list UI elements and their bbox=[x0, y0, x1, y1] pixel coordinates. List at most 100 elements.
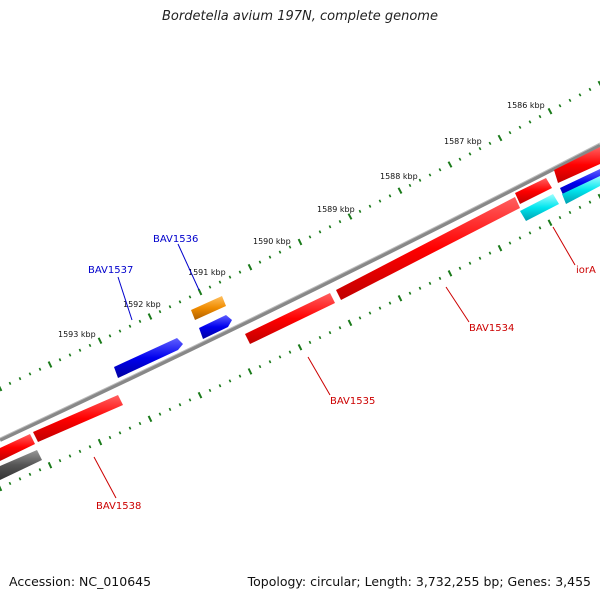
lower-scale-tick bbox=[308, 340, 312, 345]
gene-bav1534[interactable] bbox=[336, 197, 520, 300]
lower-scale-tick bbox=[568, 210, 572, 215]
lower-scale-tick bbox=[428, 281, 432, 285]
upper-scale-tick bbox=[188, 295, 192, 299]
upper-scale-tick bbox=[28, 372, 32, 376]
leader-bav1537 bbox=[117, 276, 133, 321]
upper-scale-tick bbox=[438, 168, 442, 172]
label-bav1535: BAV1535 bbox=[330, 396, 375, 407]
lower-scale-tick bbox=[138, 421, 142, 426]
lower-scale-tick bbox=[238, 374, 242, 378]
lower-scale-tick bbox=[518, 236, 522, 240]
upper-scale-tick bbox=[397, 187, 403, 194]
leader-bav1534 bbox=[445, 286, 470, 323]
lower-scale-tick bbox=[488, 251, 492, 255]
lower-scale-tick bbox=[597, 193, 600, 200]
upper-scale-tick bbox=[118, 329, 122, 333]
label-bav1534: BAV1534 bbox=[469, 323, 514, 334]
kbp-label-1586: 1586 kbp bbox=[507, 101, 545, 110]
lower-scale-tick bbox=[268, 360, 272, 364]
kbp-label-1589: 1589 kbp bbox=[317, 205, 355, 214]
lower-scale-tick bbox=[538, 226, 542, 230]
upper-scale-tick bbox=[368, 204, 372, 208]
upper-scale-tick bbox=[278, 250, 282, 254]
lower-scale-tick bbox=[328, 331, 332, 335]
lower-scale-tick bbox=[168, 407, 172, 412]
upper-scale-tick bbox=[197, 288, 203, 296]
kbp-label-1590: 1590 kbp bbox=[253, 237, 291, 246]
lower-scale-tick bbox=[258, 364, 262, 369]
gene-red-small[interactable] bbox=[515, 178, 552, 204]
lower-scale-tick bbox=[288, 350, 292, 354]
upper-scale-tick bbox=[147, 313, 153, 320]
upper-scale-tick bbox=[308, 235, 312, 239]
upper-scale-tick bbox=[108, 334, 112, 338]
upper-scale-tick bbox=[8, 381, 12, 385]
lower-scale-tick bbox=[188, 398, 192, 402]
lower-scale-tick bbox=[47, 461, 53, 469]
upper-scale-tick bbox=[88, 343, 92, 348]
upper-scale-tick bbox=[497, 134, 503, 142]
upper-scale-tick bbox=[518, 125, 522, 129]
lower-scale-tick bbox=[338, 326, 342, 330]
gene-bav1538[interactable] bbox=[0, 395, 123, 461]
lower-scale-tick bbox=[438, 276, 442, 280]
upper-scale-tick bbox=[588, 87, 592, 92]
upper-scale-tick bbox=[78, 348, 82, 352]
lower-scale-tick bbox=[318, 335, 322, 340]
lower-scale-tick bbox=[8, 481, 12, 486]
label-bav1537: BAV1537 bbox=[88, 265, 133, 276]
lower-scale-tick bbox=[588, 200, 592, 204]
gene-bav1535[interactable] bbox=[245, 293, 335, 344]
lower-scale-tick bbox=[458, 266, 462, 270]
upper-scale-tick bbox=[258, 260, 262, 264]
gene-bav1537[interactable] bbox=[114, 338, 183, 378]
upper-scale-tick bbox=[0, 385, 3, 392]
upper-scale-tick bbox=[208, 285, 212, 289]
lower-scale-tick bbox=[418, 286, 422, 290]
accession-text: Accession: NC_010645 bbox=[9, 574, 152, 589]
upper-scale-tick bbox=[328, 225, 332, 229]
label-bav1536: BAV1536 bbox=[153, 234, 198, 245]
gene-bav1536[interactable] bbox=[191, 296, 226, 320]
lower-scale-tick bbox=[197, 391, 203, 399]
lower-scale-tick bbox=[578, 205, 582, 209]
lower-scale-tick bbox=[558, 215, 562, 220]
upper-scale-tick bbox=[488, 141, 492, 145]
upper-scale-tick bbox=[247, 263, 253, 271]
lower-scale-tick bbox=[218, 384, 222, 388]
lower-scale-tick bbox=[68, 454, 72, 458]
gene-iora[interactable] bbox=[520, 176, 600, 221]
upper-scale-tick bbox=[268, 255, 272, 259]
gene-blue-right-edge[interactable] bbox=[560, 169, 600, 197]
lower-scale-tick bbox=[297, 343, 303, 351]
lower-scale-tick bbox=[118, 431, 122, 435]
lower-scale-tick bbox=[28, 472, 32, 476]
lower-scale-tick bbox=[78, 449, 82, 454]
lower-scale-tick bbox=[108, 435, 112, 440]
gene-red-right-edge[interactable] bbox=[554, 147, 600, 183]
upper-scale-ticks bbox=[0, 80, 600, 392]
lower-scale-tick bbox=[397, 294, 403, 302]
gene-blue-small[interactable] bbox=[199, 315, 232, 339]
upper-scale-tick bbox=[347, 213, 353, 220]
leader-bav1536 bbox=[177, 243, 200, 291]
upper-scale-tick bbox=[578, 93, 582, 97]
upper-scale-tick bbox=[558, 104, 562, 108]
lower-scale-tick bbox=[0, 485, 3, 492]
upper-scale-tick bbox=[447, 161, 453, 168]
upper-scale-tick bbox=[97, 337, 103, 345]
upper-scale-tick bbox=[218, 280, 222, 284]
lower-scale-tick bbox=[547, 219, 553, 227]
lower-scale-tick bbox=[508, 241, 512, 245]
upper-scale-tick bbox=[178, 300, 182, 304]
upper-scale-tick bbox=[288, 245, 292, 249]
lower-scale-tick bbox=[358, 316, 362, 320]
gene-gray-left-edge[interactable] bbox=[0, 450, 42, 480]
upper-scale-tick bbox=[238, 270, 242, 274]
upper-scale-tick bbox=[458, 157, 462, 161]
lower-scale-tick bbox=[497, 244, 503, 252]
lower-scale-tick bbox=[447, 270, 453, 277]
genome-backbone-highlight bbox=[0, 142, 600, 439]
upper-scale-tick bbox=[528, 120, 532, 124]
